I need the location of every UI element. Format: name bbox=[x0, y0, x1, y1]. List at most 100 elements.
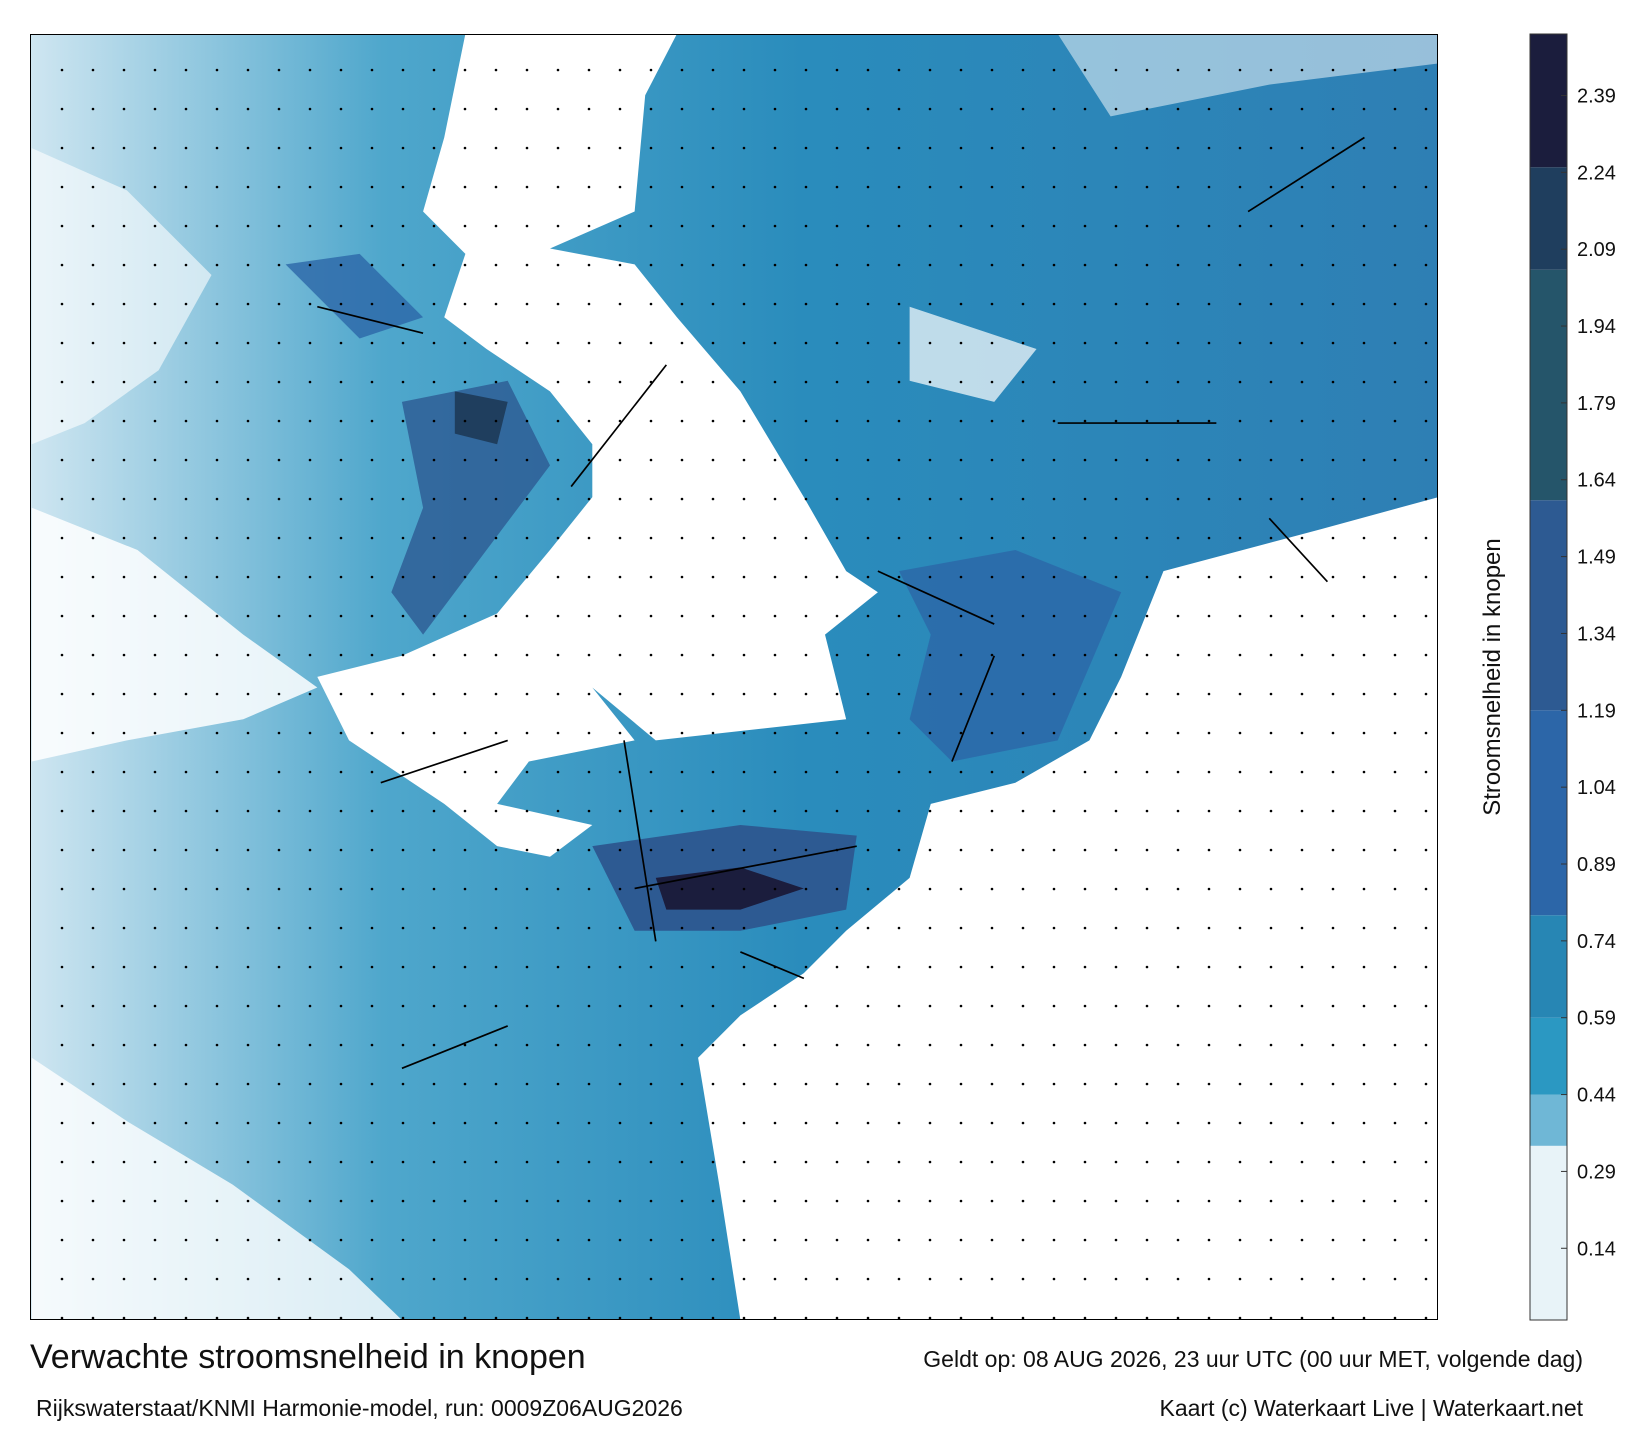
grid-dot bbox=[246, 146, 250, 150]
grid-dot bbox=[835, 146, 839, 150]
grid-dot bbox=[1083, 926, 1087, 930]
grid-dot bbox=[773, 575, 777, 579]
grid-dot bbox=[370, 68, 374, 72]
grid-dot bbox=[1052, 1043, 1056, 1047]
grid-dot bbox=[432, 926, 436, 930]
grid-dot bbox=[1362, 653, 1366, 657]
grid-dot bbox=[587, 497, 591, 501]
grid-dot bbox=[618, 146, 622, 150]
grid-dot bbox=[122, 926, 126, 930]
grid-dot bbox=[494, 1160, 498, 1164]
grid-dot bbox=[494, 653, 498, 657]
grid-dot bbox=[525, 926, 529, 930]
grid-dot bbox=[990, 224, 994, 228]
grid-dot bbox=[401, 302, 405, 306]
grid-dot bbox=[1114, 68, 1118, 72]
grid-dot bbox=[401, 1160, 405, 1164]
grid-dot bbox=[556, 536, 560, 540]
grid-dot bbox=[1269, 1316, 1273, 1320]
grid-dot bbox=[1083, 770, 1087, 774]
grid-dot bbox=[1362, 107, 1366, 111]
grid-dot bbox=[1331, 1238, 1335, 1242]
grid-dot bbox=[339, 1121, 343, 1125]
grid-dot bbox=[990, 107, 994, 111]
grid-dot bbox=[711, 965, 715, 969]
grid-dot bbox=[60, 926, 64, 930]
grid-dot bbox=[711, 653, 715, 657]
grid-dot bbox=[184, 1199, 188, 1203]
grid-dot bbox=[91, 263, 95, 267]
grid-dot bbox=[618, 575, 622, 579]
grid-dot bbox=[1176, 692, 1180, 696]
grid-dot bbox=[1300, 1238, 1304, 1242]
grid-dot bbox=[928, 575, 932, 579]
grid-dot bbox=[401, 380, 405, 384]
grid-dot bbox=[835, 1004, 839, 1008]
grid-dot bbox=[1145, 263, 1149, 267]
grid-dot bbox=[680, 185, 684, 189]
grid-dot bbox=[463, 458, 467, 462]
grid-dot bbox=[153, 965, 157, 969]
grid-dot bbox=[773, 224, 777, 228]
grid-dot bbox=[990, 146, 994, 150]
grid-dot bbox=[866, 731, 870, 735]
grid-dot bbox=[618, 1004, 622, 1008]
grid-dot bbox=[122, 380, 126, 384]
grid-dot bbox=[773, 146, 777, 150]
grid-dot bbox=[1331, 926, 1335, 930]
grid-dot bbox=[1393, 302, 1397, 306]
grid-dot bbox=[959, 1277, 963, 1281]
grid-dot bbox=[122, 848, 126, 852]
grid-dot bbox=[990, 1277, 994, 1281]
grid-dot bbox=[184, 1121, 188, 1125]
grid-dot bbox=[153, 1160, 157, 1164]
grid-dot bbox=[835, 224, 839, 228]
grid-dot bbox=[1114, 263, 1118, 267]
grid-dot bbox=[1424, 380, 1428, 384]
grid-dot bbox=[711, 302, 715, 306]
grid-dot bbox=[339, 731, 343, 735]
grid-dot bbox=[525, 809, 529, 813]
grid-dot bbox=[91, 341, 95, 345]
grid-dot bbox=[1424, 1238, 1428, 1242]
grid-dot bbox=[1176, 224, 1180, 228]
grid-dot bbox=[680, 1082, 684, 1086]
grid-dot bbox=[1300, 380, 1304, 384]
grid-dot bbox=[618, 263, 622, 267]
grid-dot bbox=[866, 536, 870, 540]
grid-dot bbox=[401, 68, 405, 72]
grid-dot bbox=[432, 965, 436, 969]
grid-dot bbox=[773, 107, 777, 111]
grid-dot bbox=[401, 770, 405, 774]
colorbar-band bbox=[1530, 167, 1567, 270]
grid-dot bbox=[370, 1082, 374, 1086]
grid-dot bbox=[1021, 848, 1025, 852]
fast-current bbox=[285, 253, 1122, 931]
grid-dot bbox=[91, 224, 95, 228]
grid-dot bbox=[1393, 263, 1397, 267]
grid-dot bbox=[401, 965, 405, 969]
grid-dot bbox=[804, 1082, 808, 1086]
grid-dot bbox=[60, 653, 64, 657]
grid-dot bbox=[215, 926, 219, 930]
grid-dot bbox=[277, 536, 281, 540]
grid-dot bbox=[990, 536, 994, 540]
grid-dot bbox=[277, 1199, 281, 1203]
grid-dot bbox=[711, 1199, 715, 1203]
grid-dot bbox=[1238, 1082, 1242, 1086]
grid-dot bbox=[897, 887, 901, 891]
grid-dot bbox=[618, 1277, 622, 1281]
grid-dot bbox=[246, 1238, 250, 1242]
grid-dot bbox=[1331, 1004, 1335, 1008]
grid-dot bbox=[122, 224, 126, 228]
grid-dot bbox=[1393, 887, 1397, 891]
grid-dot bbox=[866, 419, 870, 423]
grid-dot bbox=[246, 68, 250, 72]
grid-dot bbox=[432, 419, 436, 423]
grid-dot bbox=[215, 458, 219, 462]
grid-dot bbox=[866, 1121, 870, 1125]
grid-dot bbox=[1145, 731, 1149, 735]
grid-dot bbox=[928, 770, 932, 774]
grid-dot bbox=[153, 1316, 157, 1320]
grid-dot bbox=[618, 185, 622, 189]
